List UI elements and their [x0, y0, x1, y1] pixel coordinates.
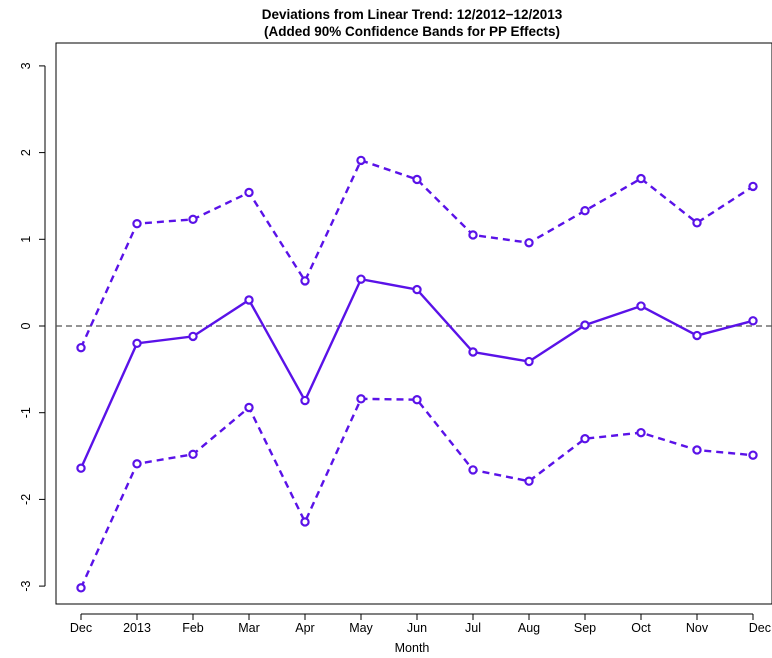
data-point-estimate: [300, 395, 310, 406]
x-tick-label: Jul: [465, 621, 481, 635]
y-tick-label: -1: [19, 407, 33, 418]
x-tick-label: Feb: [182, 621, 204, 635]
data-point-upper-band: [356, 155, 366, 166]
data-point-estimate: [468, 347, 478, 357]
data-point-estimate: [244, 295, 254, 305]
series-group: [76, 155, 758, 593]
x-tick-label: Aug: [518, 621, 540, 635]
x-tick-label: Apr: [295, 621, 314, 635]
x-tick-label: Nov: [686, 621, 709, 635]
data-point-estimate: [188, 331, 198, 342]
data-point-lower-band: [76, 583, 86, 593]
x-tick-label: Oct: [631, 621, 651, 635]
data-point-lower-band: [132, 459, 142, 469]
data-point-upper-band: [300, 276, 310, 286]
data-point-upper-band: [692, 218, 702, 228]
data-point-lower-band: [412, 394, 422, 405]
data-point-estimate: [636, 301, 646, 311]
data-point-upper-band: [76, 342, 86, 353]
data-point-upper-band: [132, 218, 142, 229]
x-tick-label: Dec: [749, 621, 771, 635]
y-tick-label: 3: [19, 62, 33, 69]
data-point-lower-band: [524, 476, 534, 486]
data-point-estimate: [412, 284, 422, 295]
data-point-upper-band: [636, 173, 646, 184]
y-tick-label: -3: [19, 580, 33, 591]
data-point-estimate: [692, 330, 702, 341]
y-tick-label: 1: [19, 236, 33, 243]
data-point-estimate: [748, 316, 758, 326]
data-point-estimate: [76, 463, 86, 473]
data-point-upper-band: [412, 174, 422, 185]
data-point-upper-band: [580, 205, 590, 216]
y-axis: -3 -2 -1 0 1 2 3: [19, 62, 46, 592]
x-axis-title: Month: [395, 641, 430, 655]
plot-frame: [55, 42, 772, 605]
data-point-lower-band: [188, 449, 198, 460]
y-tick-label: 0: [19, 322, 33, 329]
data-point-estimate: [524, 356, 534, 367]
chart-subtitle: (Added 90% Confidence Bands for PP Effec…: [264, 24, 560, 39]
data-point-lower-band: [356, 394, 366, 404]
data-point-lower-band: [692, 445, 702, 455]
data-point-lower-band: [580, 434, 590, 444]
data-point-upper-band: [524, 238, 534, 248]
x-tick-label: 2013: [123, 621, 151, 635]
data-point-upper-band: [468, 230, 478, 240]
series-line-upper-band: [79, 158, 754, 349]
data-point-upper-band: [244, 187, 254, 198]
data-point-estimate: [580, 320, 590, 330]
x-axis: Dec 2013 Feb Mar Apr May Jun Jul Aug Sep Oct Nov Dec: [70, 613, 771, 635]
x-tick-label: Dec: [70, 621, 92, 635]
data-point-upper-band: [748, 181, 758, 192]
data-point-lower-band: [748, 450, 758, 460]
x-tick-label: Sep: [574, 621, 596, 635]
series-line-lower-band: [79, 397, 754, 589]
chart-title: Deviations from Linear Trend: 12/2012−12…: [262, 7, 563, 22]
data-point-upper-band: [188, 214, 198, 225]
data-point-lower-band: [244, 402, 254, 413]
x-tick-label: Jun: [407, 621, 427, 635]
data-point-estimate: [132, 338, 142, 349]
data-point-lower-band: [636, 427, 646, 438]
data-point-lower-band: [300, 517, 310, 527]
x-tick-label: Mar: [238, 621, 260, 635]
series-line-estimate: [79, 277, 754, 469]
y-tick-label: 2: [19, 149, 33, 156]
data-point-estimate: [356, 274, 366, 284]
y-tick-label: -2: [19, 494, 33, 505]
x-tick-label: May: [349, 621, 373, 635]
data-point-lower-band: [468, 465, 478, 475]
